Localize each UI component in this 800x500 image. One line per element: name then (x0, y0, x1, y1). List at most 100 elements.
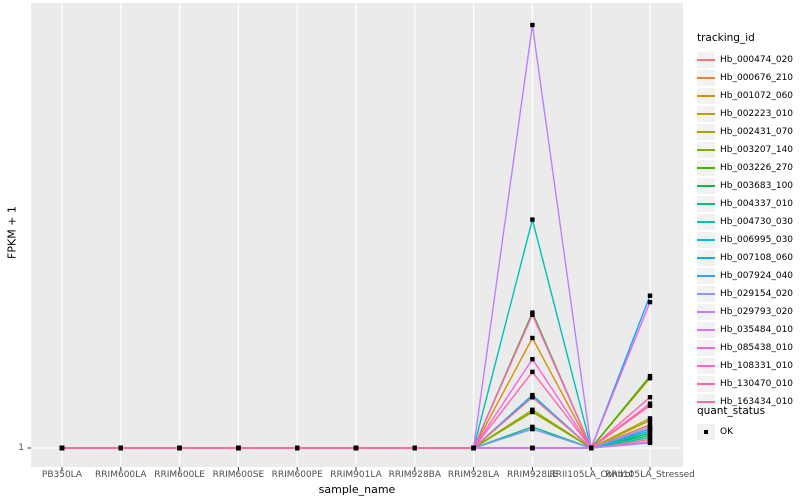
data-point-square (353, 445, 359, 451)
data-point-square (530, 310, 535, 315)
legend-item: Hb_003207_140 (697, 141, 797, 159)
x-tick-label: RRIM928BA (388, 470, 442, 480)
legend-item: Hb_002223_010 (697, 105, 797, 123)
data-point-square (59, 445, 65, 451)
legend-key-line-icon (697, 70, 715, 86)
legend-key-line-icon (697, 142, 715, 158)
data-point-square (589, 445, 594, 451)
legend-item: Hb_029793_020 (697, 303, 797, 321)
data-point-square (647, 395, 653, 400)
x-tick-label: RRIM901LA (330, 470, 382, 480)
legend-item-label: Hb_002431_070 (720, 127, 794, 137)
legend-item-label: Hb_035484_010 (720, 325, 794, 335)
data-point-square (647, 435, 653, 440)
legend-key-line-icon (697, 286, 715, 302)
legend-item: Hb_108331_010 (697, 357, 797, 375)
x-tick-label: RRII105LA_Control (549, 470, 633, 480)
legend-item: Hb_001072_060 (697, 87, 797, 105)
legend-item: Hb_006995_030 (697, 231, 797, 249)
legend-item: Hb_003226_270 (697, 159, 797, 177)
data-point-square (530, 217, 535, 222)
legend-items: Hb_000474_020 Hb_000676_210 Hb_001072_060 H… (697, 51, 797, 411)
quant-legend-title: quant_status (697, 405, 766, 417)
panel-background (31, 3, 683, 467)
data-point-square (647, 299, 653, 305)
data-point-square (647, 403, 653, 408)
legend-item: Hb_029154_020 (697, 285, 797, 303)
legend-item: Hb_003683_100 (697, 177, 797, 195)
legend-key-line-icon (697, 124, 715, 140)
x-tick-label: RRIM600SE (212, 470, 265, 480)
legend-item-label: Hb_002223_010 (720, 109, 794, 119)
legend-item-label: Hb_006995_030 (720, 235, 794, 245)
data-point-square (530, 409, 535, 415)
ok-marker-icon (697, 424, 715, 440)
data-point-square (236, 445, 241, 451)
x-tick-label: RRIM928LE (506, 470, 558, 480)
data-point-square (530, 22, 535, 28)
legend-key-line-icon (697, 214, 715, 230)
legend-item-label: Hb_000474_020 (720, 55, 794, 65)
data-point-square (647, 373, 653, 379)
legend-item: Hb_000474_020 (697, 51, 797, 69)
x-tick-label: RRIM600LA (95, 470, 147, 480)
legend-item-label: Hb_000676_210 (720, 73, 794, 83)
data-point-square (530, 357, 535, 362)
y-tick-label: 1 (18, 443, 24, 453)
data-point-square (647, 439, 653, 444)
legend-key-line-icon (697, 52, 715, 68)
x-tick-label: PB350LA (41, 470, 83, 480)
legend-item-label: Hb_085438_010 (720, 343, 794, 353)
data-point-square (530, 369, 535, 375)
legend-item-label: Hb_029793_020 (720, 307, 794, 317)
legend-key-line-icon (697, 88, 715, 104)
data-point-square (530, 335, 535, 341)
x-tick-label: RRIM600PE (271, 470, 323, 480)
legend-item-label: Hb_004337_010 (720, 199, 794, 209)
y-axis-title: FPKM + 1 (5, 206, 19, 259)
legend-key-line-icon (697, 322, 715, 338)
legend-key-line-icon (697, 160, 715, 176)
legend-item-label: Hb_003207_140 (720, 145, 794, 155)
quant-legend-item: OK (697, 423, 797, 441)
data-point-square (530, 445, 535, 451)
data-point-square (647, 424, 653, 430)
legend-item-label: Hb_001072_060 (720, 91, 794, 101)
data-point-square (118, 445, 123, 451)
x-tick-label: RRIM928LA (447, 470, 500, 480)
legend-key-line-icon (697, 304, 715, 320)
data-point-square (530, 312, 535, 317)
legend-key-line-icon (697, 394, 715, 410)
legend-item-label: Hb_163434_010 (720, 397, 794, 407)
legend-item: Hb_002431_070 (697, 123, 797, 141)
legend-item: Hb_004730_030 (697, 213, 797, 231)
data-point-square (530, 395, 535, 400)
legend-key-line-icon (697, 376, 715, 392)
legend-item-label: Hb_130470_010 (720, 379, 794, 389)
legend-item: Hb_163434_010 (697, 393, 797, 411)
legend-quant-status: quant_status OK (697, 405, 797, 441)
legend-item: Hb_007108_060 (697, 249, 797, 267)
data-point-square (471, 445, 476, 451)
legend-key-line-icon (697, 250, 715, 266)
legend-item: Hb_035484_010 (697, 321, 797, 339)
x-tick-label: RRIM600LE (154, 470, 205, 480)
data-point-square (647, 293, 653, 298)
quant-legend-label: OK (720, 427, 733, 437)
legend-key-line-icon (697, 178, 715, 194)
data-point-square (295, 445, 300, 451)
legend-key-line-icon (697, 196, 715, 212)
legend-key-line-icon (697, 232, 715, 248)
x-tick-label: RRII105LA_Stressed (605, 470, 695, 480)
legend-item-label: Hb_003683_100 (720, 181, 794, 191)
legend-key-line-icon (697, 106, 715, 122)
legend-item: Hb_004337_010 (697, 195, 797, 213)
legend-title: tracking_id (697, 32, 755, 44)
data-point-square (177, 445, 182, 451)
legend-item-label: Hb_007108_060 (720, 253, 794, 263)
legend-item: Hb_130470_010 (697, 375, 797, 393)
legend-item: Hb_007924_040 (697, 267, 797, 285)
legend-item-label: Hb_029154_020 (720, 289, 794, 299)
